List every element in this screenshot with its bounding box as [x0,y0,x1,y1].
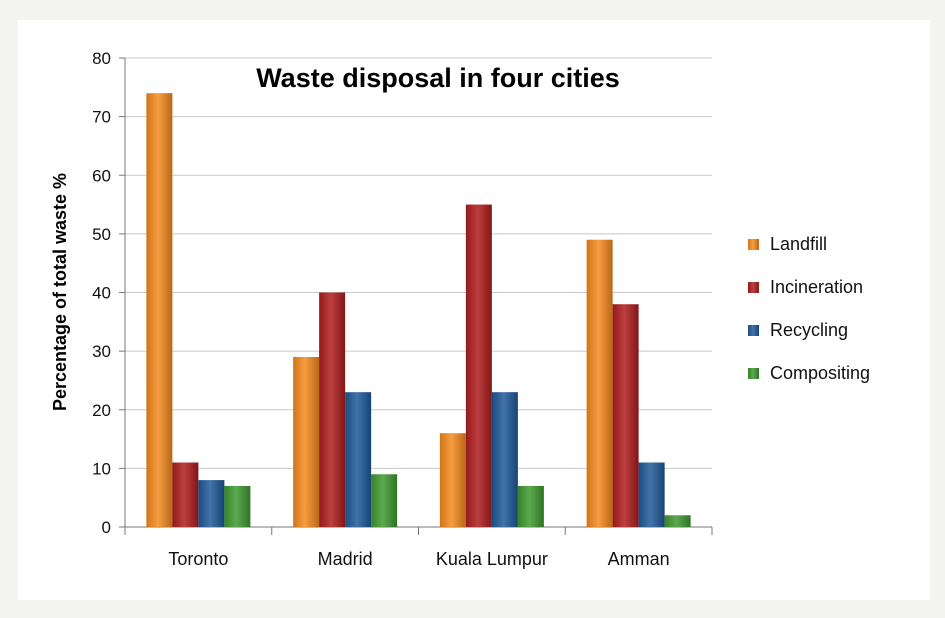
legend-label-recycling: Recycling [770,320,848,340]
y-tick-label: 10 [92,459,111,478]
bar-compositing-madrid [371,474,398,527]
y-tick-label: 40 [92,284,111,303]
y-tick-label: 50 [92,225,111,244]
legend-swatch-incineration [748,282,759,293]
y-tick-label: 30 [92,342,111,361]
gridlines [125,57,712,469]
bar-incineration-amman [612,304,639,527]
bar-compositing-toronto [224,485,251,527]
bar-landfill-kuala-lumpur [439,433,466,527]
bar-incineration-kuala-lumpur [465,204,492,527]
legend-label-landfill: Landfill [770,234,827,254]
bar-landfill-madrid [293,356,320,527]
bar-incineration-madrid [319,292,346,527]
chart-title: Waste disposal in four cities [256,63,620,93]
y-tick-label: 0 [102,518,111,537]
bar-landfill-toronto [146,93,173,528]
legend-label-compositing: Compositing [770,363,870,383]
x-category-label: Toronto [168,549,228,569]
bar-compositing-kuala-lumpur [517,485,544,527]
bar-incineration-toronto [172,462,199,527]
bars [146,93,691,528]
y-tick-label: 60 [92,166,111,185]
legend-label-incineration: Incineration [770,277,863,297]
y-tick-label: 20 [92,401,111,420]
legend-swatch-compositing [748,368,759,379]
x-category-label: Amman [608,549,670,569]
bar-compositing-amman [664,515,691,527]
bar-recycling-toronto [198,480,225,527]
bar-recycling-amman [638,462,665,527]
bar-landfill-amman [586,239,613,528]
legend-swatch-landfill [748,239,759,250]
bar-recycling-madrid [345,392,372,527]
bar-recycling-kuala-lumpur [491,392,518,527]
x-category-label: Kuala Lumpur [436,549,548,569]
axes: 0 10 20 30 40 50 60 70 80 Toronto Madrid Kuala Lump… [92,49,713,569]
legend: Landfill Incineration Recycling Compositing [748,234,870,383]
y-tick-label: 70 [92,108,111,127]
y-axis-title: Percentage of total waste % [50,173,70,411]
y-tick-label: 80 [92,49,111,68]
legend-swatch-recycling [748,325,759,336]
x-category-label: Madrid [318,549,373,569]
